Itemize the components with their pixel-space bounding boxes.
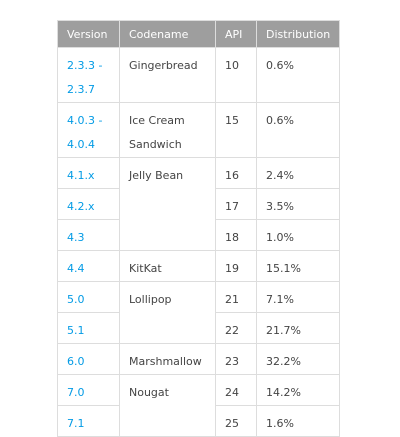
version-link[interactable]: 7.0 bbox=[67, 386, 85, 399]
table-row: 6.0 Marshmallow 23 32.2% bbox=[57, 343, 340, 375]
version-link[interactable]: 6.0 bbox=[67, 355, 85, 368]
api-cell: 23 bbox=[215, 343, 257, 375]
codename-text: Jelly Bean bbox=[129, 169, 184, 182]
api-cell: 25 bbox=[215, 405, 257, 437]
table-row: 4.1.x Jelly Bean 16 2.4% bbox=[57, 157, 340, 251]
version-link[interactable]: 2.3.3 - bbox=[67, 59, 103, 72]
header-distribution: Distribution bbox=[256, 20, 340, 48]
version-cell: 4.4 bbox=[57, 250, 120, 282]
version-link[interactable]: 5.0 bbox=[67, 293, 85, 306]
table-row: 4.4 KitKat 19 15.1% bbox=[57, 250, 340, 282]
version-link[interactable]: 4.4 bbox=[67, 262, 85, 275]
table-row: 4.2.x 17 3.5% bbox=[57, 188, 340, 220]
distribution-cell: 2.4% bbox=[256, 157, 340, 189]
version-link[interactable]: 5.1 bbox=[67, 324, 85, 337]
version-cell: 4.3 bbox=[57, 219, 120, 251]
distribution-cell: 1.6% bbox=[256, 405, 340, 437]
version-link[interactable]: 7.1 bbox=[67, 417, 85, 430]
codename-cell: Marshmallow bbox=[119, 343, 216, 375]
codename-text: Ice Cream bbox=[129, 114, 185, 127]
version-link[interactable]: 4.0.4 bbox=[67, 138, 95, 151]
version-cell: 6.0 bbox=[57, 343, 120, 375]
table-row: 7.0 Nougat 24 14.2% bbox=[57, 374, 340, 437]
version-cell: 5.1 bbox=[57, 312, 120, 344]
version-link[interactable]: 4.0.3 - bbox=[67, 114, 103, 127]
version-cell: 7.1 bbox=[57, 405, 120, 437]
codename-cell: Nougat bbox=[119, 374, 216, 437]
header-codename: Codename bbox=[119, 20, 216, 48]
api-cell: 24 bbox=[215, 374, 257, 406]
codename-text: Nougat bbox=[129, 386, 169, 399]
codename-cell: KitKat bbox=[119, 250, 216, 282]
distribution-cell: 7.1% bbox=[256, 281, 340, 313]
version-link[interactable]: 4.2.x bbox=[67, 200, 95, 213]
header-api: API bbox=[215, 20, 257, 48]
version-cell: 7.0 bbox=[57, 374, 120, 406]
codename-cell: Gingerbread bbox=[119, 47, 216, 103]
version-cell: 4.1.x bbox=[57, 157, 120, 189]
version-link[interactable]: 4.3 bbox=[67, 231, 85, 244]
version-link[interactable]: 4.1.x bbox=[67, 169, 95, 182]
table-row: 5.0 Lollipop 21 7.1% bbox=[57, 281, 340, 344]
api-cell: 21 bbox=[215, 281, 257, 313]
version-cell: 2.3.3 - 2.3.7 bbox=[57, 47, 120, 103]
api-cell: 10 bbox=[215, 47, 257, 103]
codename-cell: Jelly Bean bbox=[119, 157, 216, 251]
distribution-cell: 3.5% bbox=[256, 188, 340, 220]
distribution-cell: 14.2% bbox=[256, 374, 340, 406]
distribution-cell: 32.2% bbox=[256, 343, 340, 375]
distribution-cell: 15.1% bbox=[256, 250, 340, 282]
version-link[interactable]: 2.3.7 bbox=[67, 83, 95, 96]
codename-text: KitKat bbox=[129, 262, 162, 275]
codename-text: Sandwich bbox=[129, 138, 182, 151]
table-row: 5.1 22 21.7% bbox=[57, 312, 340, 344]
codename-text: Gingerbread bbox=[129, 59, 198, 72]
distribution-table: Version Codename API Distribution 2.3.3 … bbox=[57, 20, 340, 437]
version-cell: 4.0.3 - 4.0.4 bbox=[57, 102, 120, 158]
api-cell: 19 bbox=[215, 250, 257, 282]
api-cell: 17 bbox=[215, 188, 257, 220]
distribution-cell: 1.0% bbox=[256, 219, 340, 251]
header-row: Version Codename API Distribution bbox=[57, 20, 340, 48]
distribution-cell: 0.6% bbox=[256, 47, 340, 103]
table-row: 4.0.3 - 4.0.4 Ice Cream Sandwich 15 0.6% bbox=[57, 102, 340, 158]
api-cell: 22 bbox=[215, 312, 257, 344]
codename-cell: Lollipop bbox=[119, 281, 216, 344]
table-row: 4.3 18 1.0% bbox=[57, 219, 340, 251]
codename-cell: Ice Cream Sandwich bbox=[119, 102, 216, 158]
table-row: 2.3.3 - 2.3.7 Gingerbread 10 0.6% bbox=[57, 47, 340, 103]
api-cell: 16 bbox=[215, 157, 257, 189]
api-cell: 18 bbox=[215, 219, 257, 251]
distribution-cell: 0.6% bbox=[256, 102, 340, 158]
distribution-cell: 21.7% bbox=[256, 312, 340, 344]
version-cell: 4.2.x bbox=[57, 188, 120, 220]
codename-text: Lollipop bbox=[129, 293, 172, 306]
version-cell: 5.0 bbox=[57, 281, 120, 313]
codename-text: Marshmallow bbox=[129, 355, 202, 368]
api-cell: 15 bbox=[215, 102, 257, 158]
header-version: Version bbox=[57, 20, 120, 48]
